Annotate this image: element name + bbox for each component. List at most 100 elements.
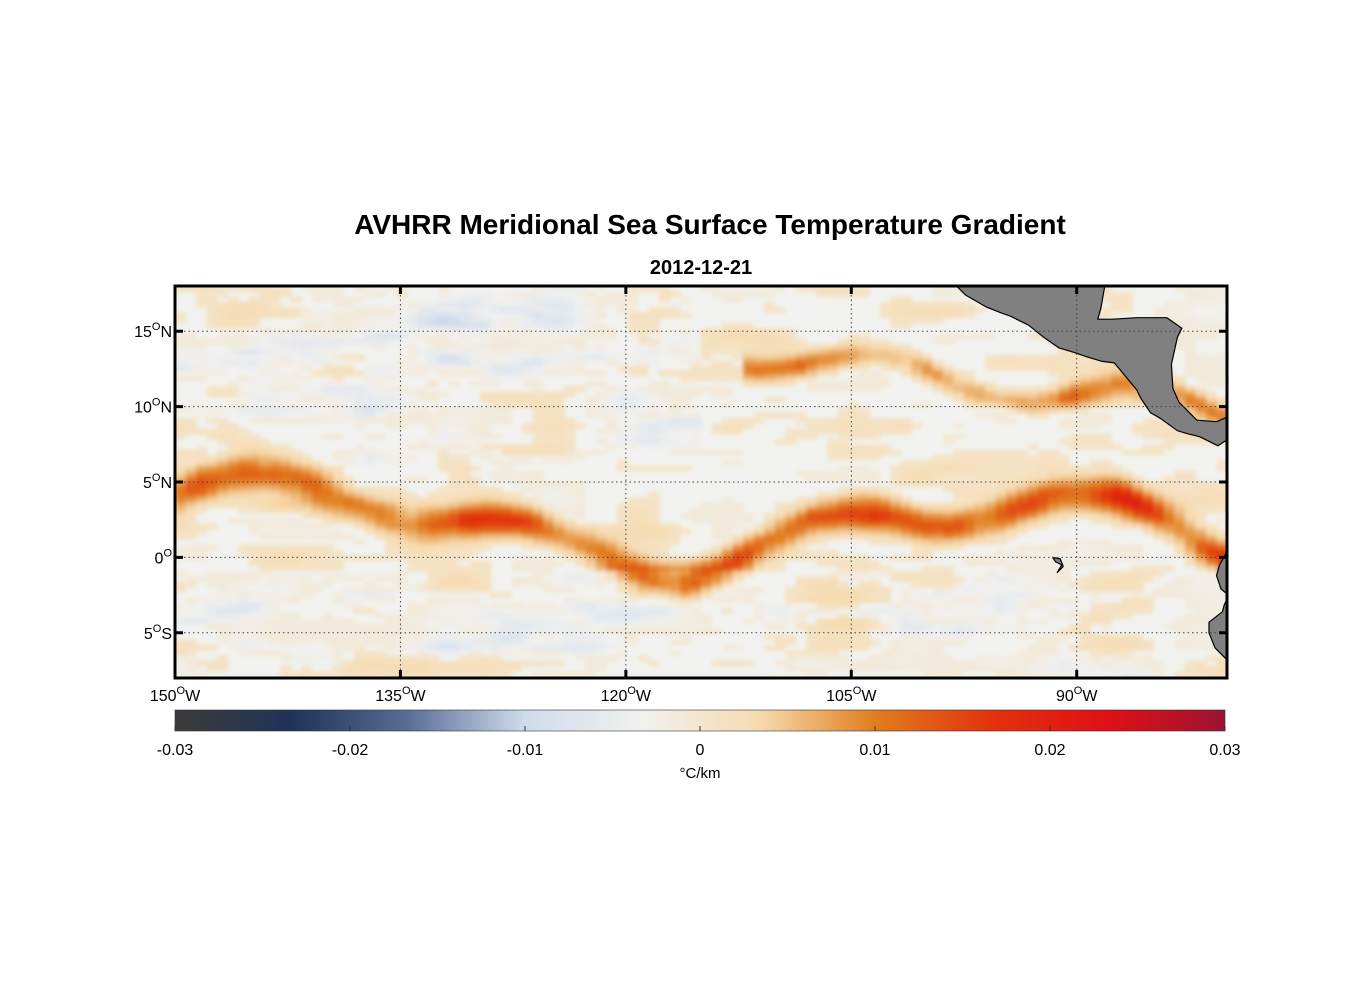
- field-cell: [416, 650, 429, 656]
- field-cell: [322, 581, 334, 588]
- field-cell: [343, 402, 355, 408]
- field-cell: [753, 349, 765, 356]
- field-cell: [553, 576, 565, 583]
- field-cell: [543, 618, 555, 625]
- field-cell: [564, 650, 576, 656]
- field-cell: [827, 549, 839, 556]
- field-cell: [911, 507, 923, 514]
- field-cell: [532, 338, 544, 345]
- field-cell: [395, 491, 408, 498]
- field-cell: [206, 407, 218, 414]
- field-cell: [543, 644, 555, 651]
- field-cell: [900, 570, 912, 577]
- field-cell: [574, 344, 586, 350]
- field-cell: [532, 407, 544, 414]
- field-cell: [858, 370, 870, 377]
- field-cell: [890, 317, 902, 324]
- field-cell: [1142, 607, 1154, 614]
- field-cell: [595, 639, 607, 646]
- field-cell: [974, 460, 986, 467]
- field-cell: [322, 359, 334, 366]
- field-cell: [1100, 460, 1112, 467]
- field-cell: [1006, 597, 1018, 604]
- field-cell: [869, 618, 881, 625]
- field-cell: [1037, 449, 1049, 456]
- field-cell: [690, 359, 702, 366]
- field-cell: [932, 338, 944, 345]
- field-cell: [217, 581, 229, 588]
- field-cell: [385, 402, 397, 408]
- field-cell: [764, 560, 776, 567]
- field-cell: [964, 629, 976, 635]
- field-cell: [658, 629, 671, 635]
- field-cell: [1153, 512, 1165, 519]
- field-cell: [1016, 507, 1028, 514]
- field-cell: [827, 286, 839, 292]
- field-cell: [196, 370, 208, 377]
- field-cell: [1058, 607, 1070, 614]
- field-cell: [722, 570, 734, 577]
- field-cell: [827, 523, 839, 530]
- field-cell: [501, 512, 513, 519]
- field-cell: [1184, 518, 1197, 525]
- field-cell: [627, 607, 639, 614]
- field-cell: [690, 375, 702, 382]
- field-cell: [301, 349, 313, 356]
- field-cell: [196, 412, 208, 419]
- field-cell: [238, 465, 250, 472]
- field-cell: [238, 518, 250, 525]
- field-cell: [543, 602, 555, 609]
- field-cell: [942, 570, 955, 577]
- field-cell: [227, 322, 239, 329]
- field-cell: [743, 322, 755, 329]
- field-cell: [227, 518, 239, 525]
- field-cell: [879, 365, 891, 372]
- field-cell: [658, 570, 671, 577]
- field-cell: [511, 602, 523, 609]
- field-cell: [1163, 444, 1175, 451]
- field-cell: [311, 491, 323, 498]
- field-cell: [606, 391, 618, 398]
- field-cell: [627, 518, 639, 525]
- field-cell: [669, 307, 681, 313]
- field-cell: [501, 644, 513, 651]
- field-cell: [532, 396, 544, 403]
- field-cell: [1174, 618, 1186, 625]
- field-cell: [785, 502, 797, 509]
- field-cell: [942, 286, 955, 292]
- field-cell: [816, 650, 828, 656]
- field-cell: [648, 528, 660, 535]
- field-cell: [795, 655, 807, 662]
- field-cell: [1016, 560, 1028, 567]
- field-cell: [932, 507, 944, 514]
- field-cell: [259, 301, 271, 308]
- field-cell: [301, 491, 313, 498]
- field-cell: [311, 581, 323, 588]
- field-cell: [395, 576, 408, 583]
- field-cell: [1090, 481, 1102, 488]
- field-cell: [816, 491, 828, 498]
- field-cell: [942, 307, 955, 313]
- field-cell: [501, 312, 513, 319]
- field-cell: [322, 634, 334, 641]
- field-cell: [1058, 481, 1070, 488]
- field-cell: [743, 365, 755, 372]
- field-cell: [259, 602, 271, 609]
- field-cell: [564, 570, 576, 577]
- field-cell: [879, 428, 891, 435]
- field-cell: [1195, 375, 1207, 382]
- field-cell: [1174, 534, 1186, 540]
- field-cell: [311, 639, 323, 646]
- field-cell: [543, 286, 555, 292]
- field-cell: [269, 391, 281, 398]
- field-cell: [416, 639, 429, 646]
- field-cell: [196, 301, 208, 308]
- field-cell: [353, 650, 365, 656]
- field-cell: [459, 417, 471, 424]
- field-cell: [448, 518, 460, 525]
- field-cell: [900, 534, 912, 540]
- field-cell: [238, 607, 250, 614]
- field-cell: [1195, 396, 1207, 403]
- field-cell: [879, 338, 891, 345]
- field-cell: [890, 570, 902, 577]
